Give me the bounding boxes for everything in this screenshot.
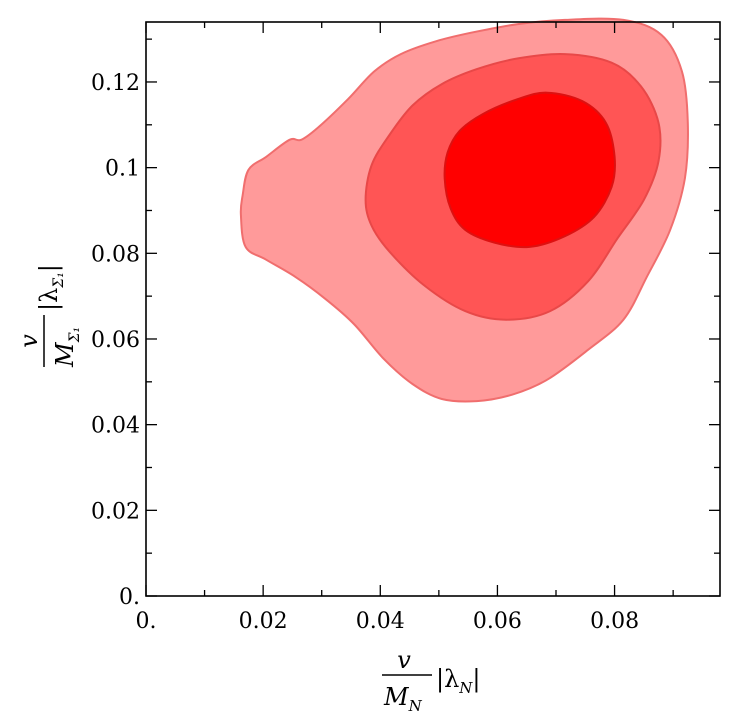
x-axis-label: v MN |λN| bbox=[382, 646, 481, 715]
y-tick-label: 0.1 bbox=[105, 157, 140, 182]
x-tick-label: 0. bbox=[136, 609, 157, 634]
y-tick-label: 0.06 bbox=[91, 328, 140, 353]
x-label-suffix: |λN| bbox=[436, 665, 481, 697]
plot-frame bbox=[145, 21, 721, 597]
x-tick-label: 0.04 bbox=[356, 609, 405, 634]
x-tick-label: 0.02 bbox=[239, 609, 288, 634]
tick-labels: 0. 0.02 0.04 0.06 0.08 0. 0.02 0.04 0.06 0.08 0.1 0… bbox=[91, 71, 639, 634]
y-label-numerator: v bbox=[15, 334, 43, 348]
y-axis-label: v MΣ₁ |λΣ₁| bbox=[15, 264, 83, 368]
x-label-denominator: MN bbox=[383, 683, 423, 715]
y-tick-label: 0.02 bbox=[91, 499, 140, 524]
y-tick-label: 0.04 bbox=[91, 414, 140, 439]
y-tick-label: 0. bbox=[119, 585, 140, 610]
x-tick-label: 0.06 bbox=[473, 609, 522, 634]
y-tick-label: 0.08 bbox=[91, 242, 140, 267]
inner-confidence-region bbox=[443, 91, 617, 249]
axis-ticks bbox=[145, 22, 720, 597]
x-label-numerator: v bbox=[397, 646, 411, 674]
x-tick-label: 0.08 bbox=[590, 609, 639, 634]
y-label-suffix: |λΣ₁| bbox=[35, 264, 67, 311]
y-label-denominator: MΣ₁ bbox=[51, 327, 83, 368]
confidence-regions bbox=[239, 17, 689, 403]
y-tick-label: 0.12 bbox=[91, 71, 140, 96]
